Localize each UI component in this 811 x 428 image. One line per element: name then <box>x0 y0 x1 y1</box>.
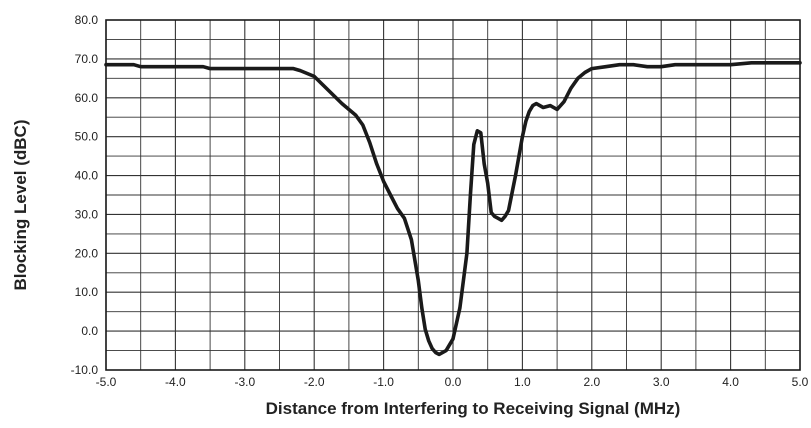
x-tick-label: 4.0 <box>722 375 739 389</box>
y-tick-label: 70.0 <box>75 52 99 66</box>
x-tick-labels: -5.0 -4.0 -3.0 -2.0 -1.0 0.0 1.0 2.0 3.0 4.0 5.0 <box>96 375 809 389</box>
y-tick-label: 40.0 <box>75 169 99 183</box>
x-tick-label: 3.0 <box>653 375 670 389</box>
series-line-blocking-level <box>104 61 802 357</box>
x-tick-label: 2.0 <box>583 375 600 389</box>
x-tick-label: 5.0 <box>792 375 809 389</box>
x-axis-label: Distance from Interfering to Receiving S… <box>266 399 681 418</box>
y-tick-label: -10.0 <box>71 363 99 377</box>
y-tick-label: 10.0 <box>75 285 99 299</box>
x-tick-label: 0.0 <box>445 375 462 389</box>
plot-area-frame <box>105 19 801 371</box>
y-tick-labels: 80.0 70.0 60.0 50.0 40.0 30.0 20.0 10.0 0.0 -10.0 <box>71 13 99 377</box>
x-tick-label: -3.0 <box>234 375 255 389</box>
x-tick-label: -2.0 <box>304 375 325 389</box>
y-tick-label: 30.0 <box>75 207 99 221</box>
y-tick-label: 20.0 <box>75 246 99 260</box>
grid <box>105 19 801 371</box>
y-tick-label: 60.0 <box>75 91 99 105</box>
x-tick-label: -4.0 <box>165 375 186 389</box>
y-tick-label: 0.0 <box>81 324 98 338</box>
y-axis-label: Blocking Level (dBC) <box>11 120 30 291</box>
x-tick-label: -1.0 <box>373 375 394 389</box>
y-tick-label: 50.0 <box>75 130 99 144</box>
x-tick-label: 1.0 <box>514 375 531 389</box>
y-tick-label: 80.0 <box>75 13 99 27</box>
x-tick-label: -5.0 <box>96 375 117 389</box>
